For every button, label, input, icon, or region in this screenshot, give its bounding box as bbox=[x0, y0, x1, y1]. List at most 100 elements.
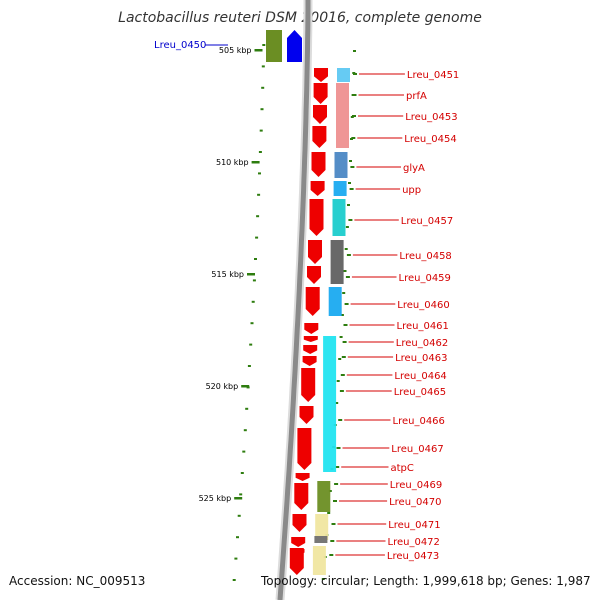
minor-tick bbox=[348, 182, 351, 184]
cog-bar bbox=[332, 199, 346, 236]
gene-label: Lreu_0471 bbox=[388, 520, 440, 531]
minor-tick bbox=[256, 215, 260, 218]
cog-bar bbox=[317, 481, 331, 512]
gene-label: Lreu_0459 bbox=[399, 273, 451, 284]
minor-tick bbox=[335, 402, 339, 404]
minor-tick bbox=[340, 314, 344, 316]
gene-tick bbox=[334, 483, 339, 485]
cog-bar bbox=[315, 514, 329, 540]
gene-arrow bbox=[309, 199, 324, 236]
minor-tick bbox=[252, 279, 256, 282]
gene-tick bbox=[346, 254, 351, 256]
gene-tick bbox=[340, 374, 345, 376]
scale-label: 505 kbp bbox=[219, 46, 252, 55]
gene-tick bbox=[344, 303, 349, 305]
gene-label: Lreu_0465 bbox=[394, 387, 446, 398]
minor-tick bbox=[343, 270, 347, 272]
minor-tick bbox=[258, 151, 262, 153]
gene-label: atpC bbox=[391, 463, 414, 474]
gene-label: Lreu_0469 bbox=[390, 480, 442, 491]
gene-tick bbox=[343, 324, 348, 326]
major-tick bbox=[251, 161, 260, 164]
gene-arrow bbox=[314, 68, 328, 82]
major-tick bbox=[234, 497, 243, 500]
cog-bar bbox=[328, 287, 342, 316]
minor-tick bbox=[247, 365, 251, 367]
accession-text: Accession: NC_009513 bbox=[9, 574, 146, 588]
minor-tick bbox=[251, 300, 255, 303]
minor-tick bbox=[239, 493, 243, 496]
gene-label: Lreu_0472 bbox=[388, 537, 440, 548]
gene-tick bbox=[341, 356, 346, 358]
minor-tick bbox=[338, 358, 342, 360]
map-title: Lactobacillus reuteri DSM 20016, complet… bbox=[118, 10, 482, 26]
gene-label: Lreu_0453 bbox=[405, 112, 457, 123]
gene-arrow bbox=[313, 83, 328, 104]
gene-label: Lreu_0463 bbox=[395, 353, 447, 364]
minor-tick bbox=[261, 65, 265, 68]
gene-tick bbox=[350, 166, 355, 168]
minor-tick bbox=[327, 512, 331, 514]
cog-bar bbox=[336, 83, 349, 148]
gene-tick bbox=[353, 73, 357, 75]
gene-label: glyA bbox=[403, 163, 425, 174]
minor-tick bbox=[260, 108, 264, 111]
gene-label: Lreu_0470 bbox=[389, 497, 441, 508]
cog-bar-left bbox=[266, 30, 282, 62]
gene-arrow bbox=[291, 537, 306, 547]
gene-arrow bbox=[313, 105, 327, 124]
cog-bar bbox=[334, 152, 348, 178]
gene-tick bbox=[352, 94, 357, 96]
gene-arrow bbox=[295, 473, 310, 481]
gene-arrow bbox=[292, 514, 307, 532]
cog-bar bbox=[312, 546, 326, 575]
gene-tick bbox=[331, 523, 336, 525]
gene-arrow bbox=[303, 336, 318, 342]
minor-tick bbox=[259, 129, 263, 132]
minor-tick bbox=[234, 557, 238, 560]
gene-label: Lreu_0451 bbox=[407, 70, 459, 81]
cog-bar bbox=[337, 68, 350, 82]
gene-label: Lreu_0461 bbox=[397, 321, 449, 332]
gene-tick bbox=[342, 341, 347, 343]
gene-tick bbox=[348, 219, 353, 221]
major-tick bbox=[254, 49, 263, 52]
gene-tick bbox=[335, 466, 340, 468]
scale-label: 525 kbp bbox=[199, 494, 232, 503]
gene-tick bbox=[333, 500, 337, 502]
gene-arrow bbox=[311, 152, 326, 177]
gene-arrow bbox=[307, 266, 321, 284]
minor-tick bbox=[258, 172, 261, 175]
minor-tick bbox=[254, 258, 257, 260]
gene-tick bbox=[345, 276, 350, 278]
gene-tick bbox=[336, 447, 341, 449]
minor-tick bbox=[240, 472, 244, 474]
gene-arrow-left bbox=[287, 30, 302, 62]
minor-tick bbox=[262, 44, 266, 46]
cog-bar bbox=[323, 336, 337, 472]
gene-arrow bbox=[305, 287, 320, 316]
minor-tick bbox=[342, 292, 346, 294]
minor-tick bbox=[261, 86, 265, 89]
gene-labels: Lreu_0450 Lreu_0451 prfA Lreu_0453 Lreu_0454… bbox=[154, 40, 459, 562]
tick-marks bbox=[232, 44, 357, 581]
minor-tick bbox=[347, 204, 350, 206]
scale-label: 510 kbp bbox=[216, 158, 249, 167]
minor-tick bbox=[242, 450, 246, 453]
backbone-line bbox=[277, 0, 311, 600]
minor-tick bbox=[345, 226, 349, 228]
gene-label: Lreu_0464 bbox=[394, 371, 446, 382]
gene-arrow bbox=[294, 483, 309, 510]
gene-arrow bbox=[310, 181, 325, 196]
gene-label: Lreu_0458 bbox=[399, 251, 451, 262]
gene-arrow bbox=[297, 428, 312, 470]
major-tick bbox=[241, 385, 250, 388]
gene-label: Lreu_0473 bbox=[387, 551, 439, 562]
gene-tick bbox=[338, 419, 343, 421]
gene-arrow bbox=[289, 548, 304, 575]
minor-tick bbox=[336, 380, 340, 382]
scale-label: 520 kbp bbox=[206, 382, 239, 391]
cog-bar bbox=[333, 181, 347, 196]
gene-tick bbox=[349, 188, 354, 190]
